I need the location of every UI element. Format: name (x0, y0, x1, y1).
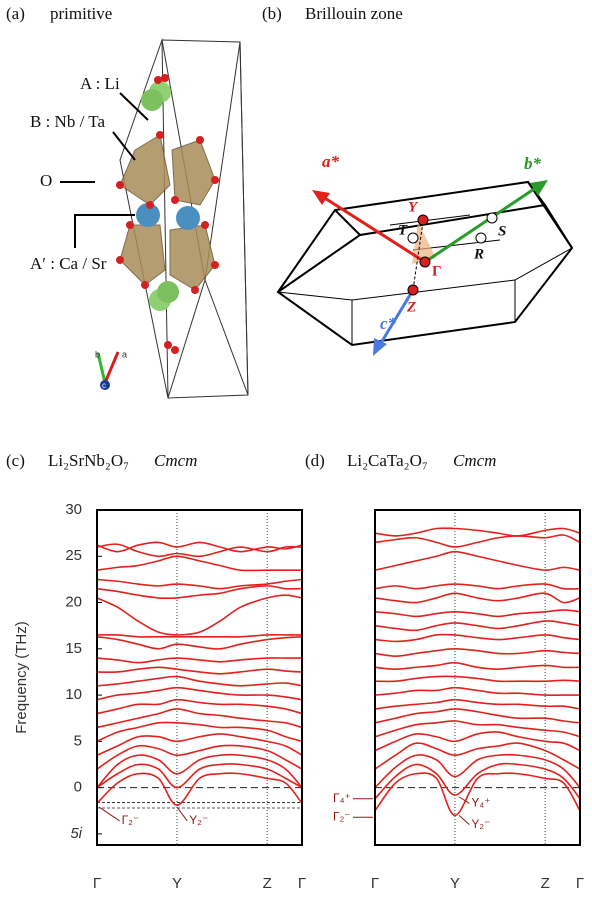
space-group: Cmcm (453, 451, 496, 470)
band (375, 610, 580, 616)
chart-formula: Li₂CaTa₂O₇ (347, 451, 428, 470)
x-tick-label: Z (541, 875, 550, 892)
band (375, 743, 580, 769)
band (375, 764, 580, 799)
annotation: Y₂⁻ (189, 813, 208, 827)
band (375, 700, 580, 709)
brillouin-zone (278, 180, 572, 356)
band-charts: (c) Li₂SrNb₂O₇ Cmcm Frequency (THz) 30 25 20 15… (6, 451, 584, 892)
band (375, 649, 580, 656)
annotation: Y₄⁺ (471, 796, 490, 810)
point-s: S (498, 223, 506, 239)
band (375, 676, 580, 681)
band (97, 556, 302, 570)
panel-title: primitive (50, 4, 112, 23)
y-axis-label: Frequency (THz) (13, 621, 30, 734)
panel-label: (b) (262, 4, 282, 23)
annotation: Γ₂⁻ (122, 813, 140, 827)
annotation-arrow (459, 815, 469, 824)
crystal-structure (60, 40, 248, 398)
band (97, 688, 302, 700)
y-tick-label: 10 (65, 686, 82, 703)
label-b-site: B : Nb / Ta (30, 112, 105, 131)
point-r: R (473, 246, 484, 262)
band (97, 667, 302, 673)
vector-a: a* (322, 152, 340, 171)
y-tick-label: 0 (74, 779, 82, 796)
space-group: Cmcm (154, 451, 197, 470)
band (375, 634, 580, 641)
point-gamma: Γ (432, 263, 442, 279)
band (97, 544, 302, 556)
band (97, 700, 302, 714)
y-tick-label: 25 (65, 547, 82, 564)
band (375, 621, 580, 630)
bands (97, 542, 302, 805)
figure: (a) primitive A : Li B : Nb / Ta O A′ : … (0, 0, 592, 899)
chart-formula: Li₂SrNb₂O₇ (48, 451, 129, 470)
axis-b: b (95, 349, 100, 359)
band (97, 764, 302, 788)
x-tick-label: Γ (371, 875, 379, 892)
x-tick-label: Γ (93, 875, 101, 892)
panel-title: Brillouin zone (305, 4, 403, 23)
y-tick-label: 30 (65, 501, 82, 518)
axis-c: c (102, 381, 106, 390)
y-tick-label: 15 (65, 640, 82, 657)
band (97, 722, 302, 741)
point-z: Z (406, 299, 416, 315)
axis-a: a (122, 349, 127, 359)
band (97, 579, 302, 588)
band (375, 535, 580, 547)
annotation: Γ₄⁺ (333, 791, 351, 805)
annotation-arrow (177, 807, 187, 821)
y-tick-label: 20 (65, 594, 82, 611)
y-tick-label: 5 (74, 732, 82, 749)
x-tick-label: Y (450, 875, 460, 892)
band (375, 663, 580, 670)
band (97, 595, 302, 635)
annotation: Γ₂⁻ (333, 809, 351, 823)
panel-label: (c) (6, 451, 25, 470)
x-tick-label: Z (263, 875, 272, 892)
x-tick-label: Γ (298, 875, 306, 892)
panel-label: (d) (305, 451, 325, 470)
band (375, 593, 580, 602)
bands (375, 528, 580, 815)
annotation: Y₂⁻ (471, 817, 490, 831)
x-tick-label: Y (172, 875, 182, 892)
band (97, 773, 302, 805)
band (375, 584, 580, 589)
y-tick-label: 5i (70, 825, 82, 842)
label-o: O (40, 171, 52, 190)
band (375, 552, 580, 571)
panel-label: (a) (6, 4, 25, 23)
band (97, 635, 302, 637)
band (97, 658, 302, 663)
band (97, 676, 302, 685)
label-a-site: A : Li (80, 74, 120, 93)
annotation-arrow (99, 807, 120, 821)
point-t: T (398, 222, 408, 238)
point-y: Y (408, 199, 419, 215)
band (375, 709, 580, 723)
x-tick-label: Γ (576, 875, 584, 892)
band (375, 528, 580, 536)
band (97, 637, 302, 649)
vector-c: c* (380, 314, 397, 333)
vector-b: b* (524, 154, 542, 173)
band (375, 688, 580, 696)
label-a2-site: A′ : Ca / Sr (30, 254, 107, 273)
